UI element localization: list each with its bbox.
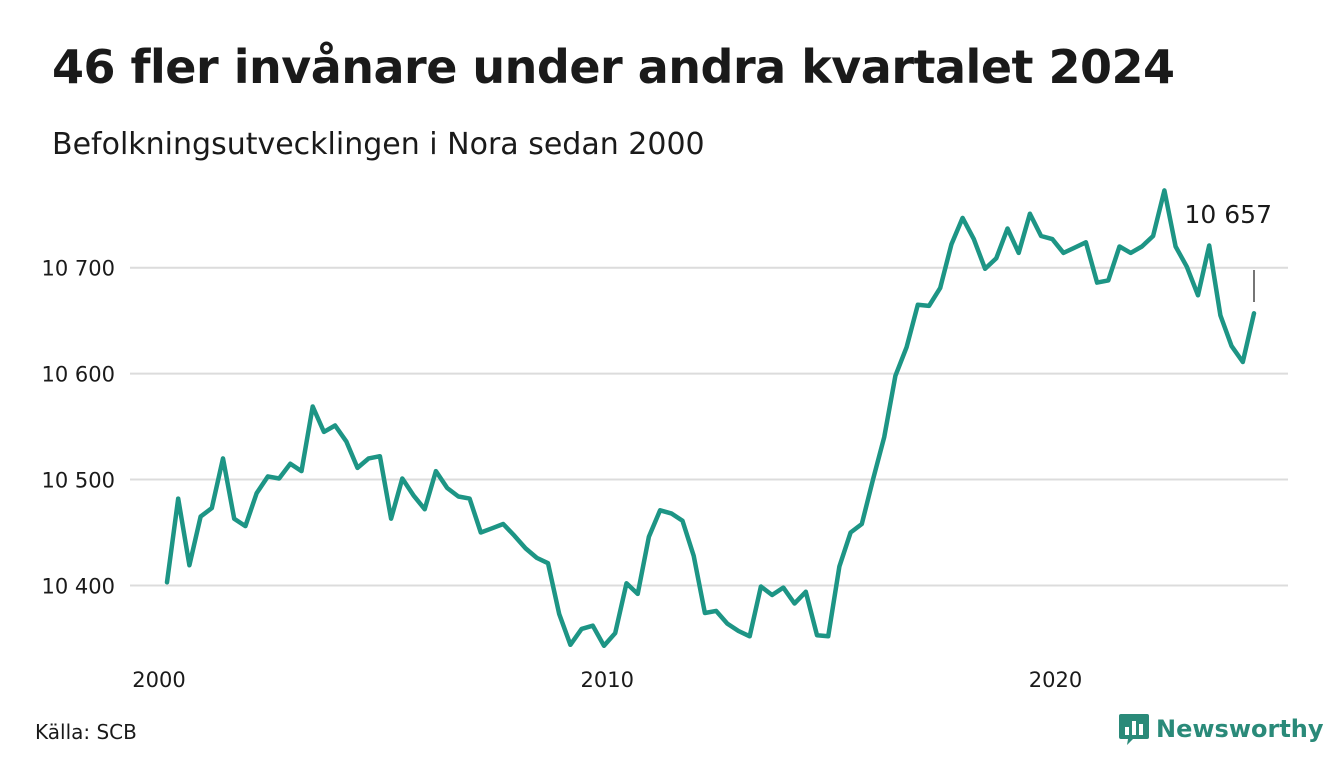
brand-logo[interactable]: Newsworthy	[1118, 712, 1324, 746]
x-axis-ticks: 2000 2010 2020	[132, 668, 1082, 692]
chart-subtitle: Befolkningsutvecklingen i Nora sedan 200…	[52, 127, 705, 162]
y-tick-label: 10 700	[42, 257, 115, 281]
x-tick-label: 2000	[132, 668, 185, 692]
y-tick-label: 10 500	[42, 469, 115, 493]
population-line	[164, 188, 1257, 649]
y-tick-label: 10 600	[42, 363, 115, 387]
brand-name: Newsworthy	[1156, 715, 1324, 743]
x-tick-label: 2010	[581, 668, 634, 692]
source-note: Källa: SCB	[35, 720, 137, 744]
newsworthy-icon	[1119, 714, 1149, 745]
chart-title: 46 fler invånare under andra kvartalet 2…	[52, 40, 1175, 94]
gridlines	[130, 266, 1288, 587]
last-value-label: 10 657	[1185, 200, 1272, 229]
y-tick-label: 10 400	[42, 574, 115, 598]
y-axis-ticks: 10 400 10 500 10 600 10 700	[42, 257, 115, 599]
x-tick-label: 2020	[1029, 668, 1082, 692]
